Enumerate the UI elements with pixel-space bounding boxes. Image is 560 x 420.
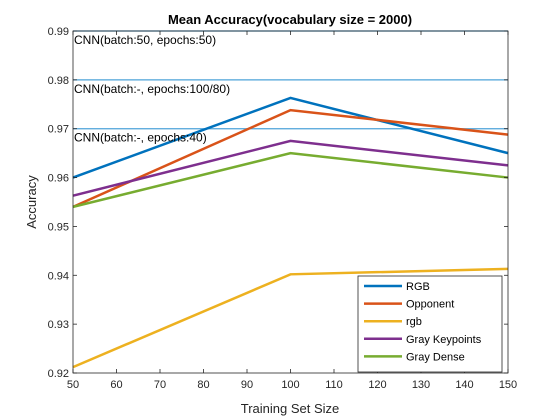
x-tick-label-6: 110 <box>325 379 343 391</box>
y-axis-ticks: 0.92 0.93 0.94 0.95 0.96 0.97 0.98 0.99 <box>48 26 508 380</box>
legend-label-0: RGB <box>406 281 430 293</box>
x-axis-ticks: 50 60 70 80 90 100 110 120 130 140 150 <box>67 31 517 391</box>
series-lines <box>72 96 509 369</box>
chart-title: Mean Accuracy(vocabulary size = 2000) <box>168 12 412 27</box>
series-line-0 <box>72 96 509 179</box>
x-axis-label: Training Set Size <box>241 401 340 416</box>
y-tick-label-1: 0.93 <box>48 319 69 331</box>
x-tick-label-5: 100 <box>281 379 299 391</box>
x-tick-label-3: 80 <box>197 379 209 391</box>
legend-label-3: Gray Keypoints <box>406 334 482 346</box>
reference-label-2: CNN(batch:-, epochs:40) <box>74 131 207 145</box>
x-tick-label-1: 60 <box>110 379 122 391</box>
y-tick-label-7: 0.99 <box>48 26 69 38</box>
x-tick-label-0: 50 <box>67 379 79 391</box>
legend-label-4: Gray Dense <box>406 351 465 363</box>
series-line-3 <box>72 139 509 197</box>
y-tick-label-3: 0.95 <box>48 221 69 233</box>
x-tick-label-4: 90 <box>241 379 253 391</box>
legend-label-2: rgb <box>406 316 422 328</box>
legend-label-1: Opponent <box>406 299 454 311</box>
series-line-2 <box>72 267 509 369</box>
plot-frame <box>72 30 509 374</box>
y-tick-label-5: 0.97 <box>48 124 69 136</box>
y-tick-label-4: 0.96 <box>48 173 69 185</box>
x-tick-label-7: 120 <box>368 379 386 391</box>
reference-label-0: CNN(batch:50, epochs:50) <box>74 33 216 47</box>
x-tick-label-10: 150 <box>499 379 517 391</box>
y-tick-label-6: 0.98 <box>48 75 69 87</box>
x-tick-label-9: 140 <box>455 379 473 391</box>
series-line-1 <box>72 108 509 209</box>
x-tick-label-2: 70 <box>154 379 166 391</box>
x-tick-label-8: 130 <box>412 379 430 391</box>
series-line-4 <box>72 151 509 209</box>
y-axis-label: Accuracy <box>24 175 39 229</box>
reference-labels: CNN(batch:50, epochs:50) CNN(batch:-, epo… <box>74 33 230 145</box>
y-tick-label-0: 0.92 <box>48 368 69 380</box>
y-tick-label-2: 0.94 <box>48 270 69 282</box>
reference-label-1: CNN(batch:-, epochs:100/80) <box>74 82 230 96</box>
legend: RGB Opponent rgb Gray Keypoints Gray Dense <box>357 275 503 373</box>
